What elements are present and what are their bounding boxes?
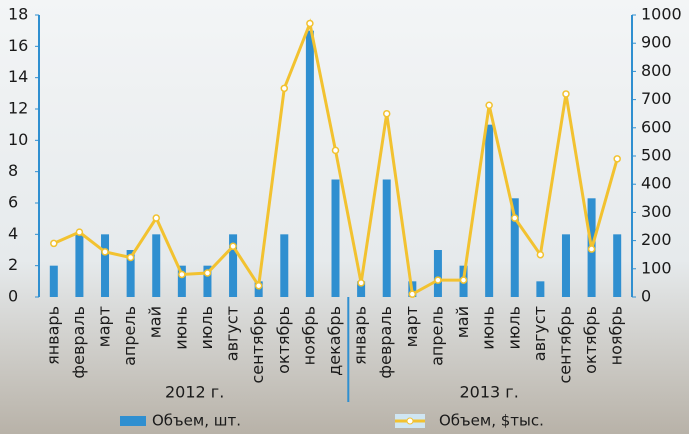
y-tick-label: 18	[8, 5, 28, 24]
line-marker	[333, 147, 339, 153]
line-marker	[563, 91, 569, 97]
y-tick-label: 16	[8, 36, 28, 55]
y2-tick-label: 700	[641, 89, 672, 108]
y2-tick-label: 200	[641, 230, 672, 249]
line-marker	[230, 243, 236, 249]
y-tick-label: 4	[8, 224, 18, 243]
x-tick-label: апрель	[427, 306, 446, 366]
line-marker	[589, 246, 595, 252]
line-marker	[384, 111, 390, 117]
y2-tick-label: 500	[641, 146, 672, 165]
y2-tick-label: 400	[641, 174, 672, 193]
y-tick-label: 2	[8, 255, 18, 274]
line-marker	[51, 240, 57, 246]
bar	[50, 266, 58, 297]
x-tick-label: ноябрь	[607, 306, 626, 365]
line-marker	[281, 85, 287, 91]
bar	[562, 234, 570, 297]
x-tick-label: февраль	[69, 306, 88, 379]
bar	[434, 250, 442, 297]
bar	[613, 234, 621, 297]
x-tick-label: октябрь	[274, 306, 293, 374]
line-marker	[102, 249, 108, 255]
x-tick-label: июль	[504, 306, 523, 350]
legend-label: Объем, $тыс.	[439, 412, 544, 430]
group-label: 2012 г.	[165, 383, 224, 402]
bar	[152, 234, 160, 297]
line-marker	[435, 277, 441, 283]
y2-tick-label: 1000	[641, 5, 682, 24]
line-marker	[153, 215, 159, 221]
x-tick-label: февраль	[376, 306, 395, 379]
line-marker	[179, 271, 185, 277]
bar	[280, 234, 288, 297]
x-tick-label: май	[146, 306, 165, 338]
bar	[536, 281, 544, 297]
x-tick-label: сентябрь	[248, 306, 267, 384]
bar	[485, 125, 493, 297]
bar	[306, 31, 314, 297]
line-marker	[461, 277, 467, 283]
y2-tick-label: 800	[641, 61, 672, 80]
y-tick-label: 10	[8, 130, 28, 149]
bar	[101, 234, 109, 297]
line-marker	[307, 20, 313, 26]
x-tick-label: август	[223, 306, 242, 361]
x-tick-label: январь	[351, 306, 370, 365]
y-tick-label: 12	[8, 99, 28, 118]
x-tick-label: апрель	[120, 306, 139, 366]
y-tick-label: 6	[8, 193, 18, 212]
y2-tick-label: 300	[641, 202, 672, 221]
x-tick-label: июнь	[171, 306, 190, 350]
y2-tick-label: 900	[641, 33, 672, 52]
y2-tick-label: 600	[641, 117, 672, 136]
legend-swatch-marker	[407, 418, 413, 424]
line-marker	[76, 229, 82, 235]
bar	[75, 234, 83, 297]
y2-tick-label: 0	[641, 287, 651, 306]
x-tick-label: июнь	[479, 306, 498, 350]
line-marker	[204, 270, 210, 276]
x-tick-label: март	[95, 306, 114, 347]
line-marker	[128, 255, 134, 261]
x-tick-label: декабрь	[325, 306, 344, 376]
line-marker	[486, 102, 492, 108]
x-tick-label: январь	[43, 306, 62, 365]
x-tick-label: август	[530, 306, 549, 361]
chart: 0 2 4 6 8 10 12 14 16 18 0 100 200 300 400 500 600 700 800…	[0, 0, 689, 434]
legend-swatch	[120, 416, 146, 426]
bar	[332, 180, 340, 298]
line-marker	[358, 280, 364, 286]
y-tick-label: 0	[8, 287, 18, 306]
legend-label: Объем, шт.	[152, 412, 241, 430]
line-marker	[537, 252, 543, 258]
x-tick-label: март	[402, 306, 421, 347]
x-tick-label: июль	[197, 306, 216, 350]
line-marker	[614, 156, 620, 162]
y-tick-label: 14	[8, 67, 28, 86]
line-marker	[512, 215, 518, 221]
line-marker	[256, 283, 262, 289]
line-marker	[409, 291, 415, 297]
x-tick-label: май	[453, 306, 472, 338]
x-tick-label: сентябрь	[555, 306, 574, 384]
x-tick-label: октябрь	[581, 306, 600, 374]
y-tick-label: 8	[8, 161, 18, 180]
bar	[383, 180, 391, 298]
group-label: 2013 г.	[460, 383, 519, 402]
y2-tick-label: 100	[641, 258, 672, 277]
x-tick-label: ноябрь	[299, 306, 318, 365]
